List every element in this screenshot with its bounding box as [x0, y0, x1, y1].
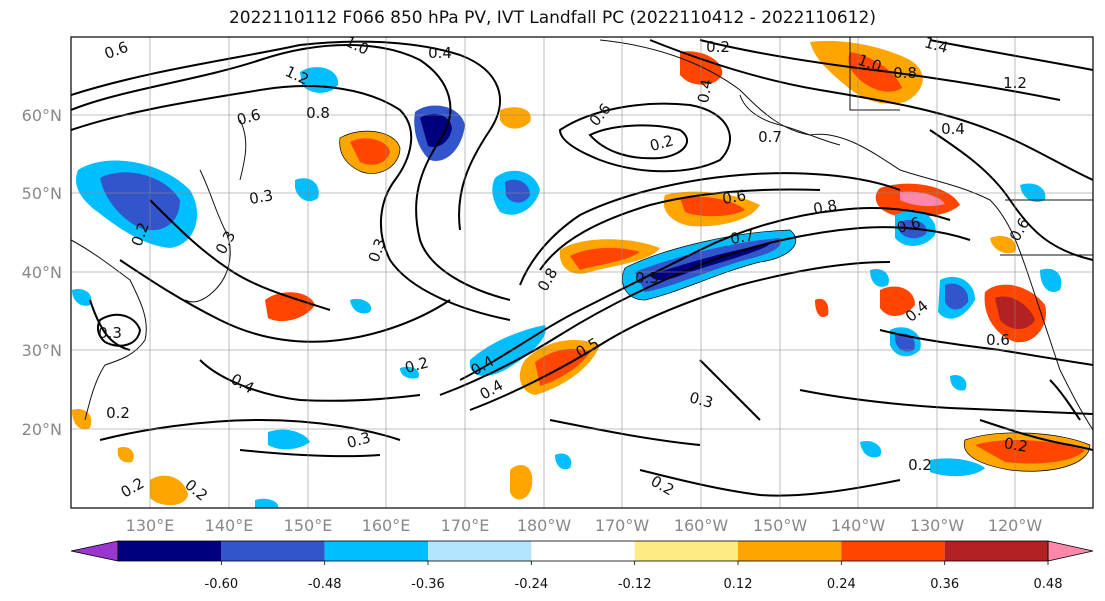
colorbar-segment — [324, 541, 428, 561]
longitude-label: 150°E — [284, 516, 333, 535]
longitude-label: 130°W — [910, 516, 965, 535]
contour-label: 0.4 — [941, 120, 965, 138]
contour-label: 0.5 — [635, 269, 659, 287]
contour-label: 0.3 — [687, 388, 715, 412]
colorbar-segment — [221, 541, 325, 561]
longitude-label: 130°E — [126, 516, 175, 535]
colorbar-segment — [428, 541, 532, 561]
longitude-label: 120°W — [988, 516, 1043, 535]
contour-label: 0.6 — [235, 105, 263, 129]
longitude-label: 140°E — [205, 516, 254, 535]
longitude-labels: 130°E 140°E 150°E 160°E 170°E 180°W 170°W 160°W… — [126, 516, 1043, 535]
colorbar-tick-label: 0.12 — [724, 577, 753, 592]
colorbar-tick-label: -0.24 — [515, 577, 549, 592]
contour-label: 0.6 — [895, 213, 923, 237]
contour-label: 0.2 — [403, 353, 431, 377]
contour-label: 0.3 — [345, 428, 373, 452]
contour-label: 0.3 — [98, 324, 122, 342]
colorbar-segment — [531, 541, 635, 561]
contour-label: 0.8 — [812, 196, 839, 218]
shading-outlines — [339, 130, 1091, 472]
colorbar-segment — [634, 541, 738, 561]
longitude-label: 150°W — [753, 516, 808, 535]
contour-label: 0.3 — [248, 186, 275, 208]
latitude-label: 50°N — [22, 184, 62, 203]
contour-label: 0.7 — [758, 128, 782, 146]
longitude-label: 140°W — [831, 516, 886, 535]
contour-label: 0.2 — [908, 456, 932, 474]
latitude-labels: 60°N 50°N 40°N 30°N 20°N — [22, 106, 62, 439]
contour-label: 1.4 — [922, 33, 950, 57]
colorbar-tick-label: 0.36 — [930, 577, 959, 592]
colorbar: -0.60 -0.48 -0.36 -0.24 -0.12 0.12 0.24 0.36 0.4… — [70, 540, 1094, 592]
latitude-label: 40°N — [22, 263, 62, 282]
contour-label: 0.2 — [706, 38, 730, 56]
latitude-label: 30°N — [22, 341, 62, 360]
colorbar-outline — [117, 540, 1049, 562]
colorbar-tick-label: -0.48 — [308, 577, 342, 592]
contour-label: 0.8 — [893, 64, 917, 82]
latitude-label: 60°N — [22, 106, 62, 125]
contour-label: 0.2 — [106, 404, 130, 422]
graticule — [71, 37, 1093, 508]
contour-label: 0.6 — [721, 186, 748, 208]
contour-label: 0.4 — [694, 78, 716, 105]
colorbar-segment — [841, 541, 945, 561]
contour-label: 0.6 — [986, 331, 1010, 349]
contour-label: 0.2 — [1003, 434, 1030, 456]
contour-label: 0.7 — [729, 226, 756, 248]
latitude-label: 20°N — [22, 420, 62, 439]
shaded-positive-anomalies — [72, 40, 1090, 506]
colorbar-segment — [944, 541, 1048, 561]
colorbar-tick-label: 0.48 — [1034, 577, 1063, 592]
longitude-label: 160°W — [674, 516, 729, 535]
colorbar-tick-label: -0.60 — [205, 577, 239, 592]
contour-label: 0.2 — [648, 131, 676, 155]
longitude-label: 180°W — [517, 516, 572, 535]
colorbar-segment — [118, 541, 222, 561]
contour-label: 0.8 — [306, 104, 330, 122]
map-title: 2022110112 F066 850 hPa PV, IVT Landfall… — [228, 8, 876, 28]
contour-label: 1.2 — [1003, 74, 1027, 92]
colorbar-segment — [738, 541, 842, 561]
colorbar-extend-low — [70, 540, 119, 562]
contour-label: 0.4 — [428, 44, 452, 62]
colorbar-tick-label: -0.12 — [618, 577, 652, 592]
longitude-label: 160°E — [362, 516, 411, 535]
colorbar-extend-high — [1047, 540, 1094, 562]
contour-labels: 0.6 1.0 0.41.20.6 0.80.30.3 0.30.20.60.70.40… — [98, 33, 1033, 505]
longitude-label: 170°E — [441, 516, 490, 535]
colorbar-tick-label: 0.24 — [827, 577, 856, 592]
colorbar-tick-label: -0.36 — [411, 577, 445, 592]
longitude-label: 170°W — [595, 516, 650, 535]
map-frame — [70, 36, 1094, 509]
